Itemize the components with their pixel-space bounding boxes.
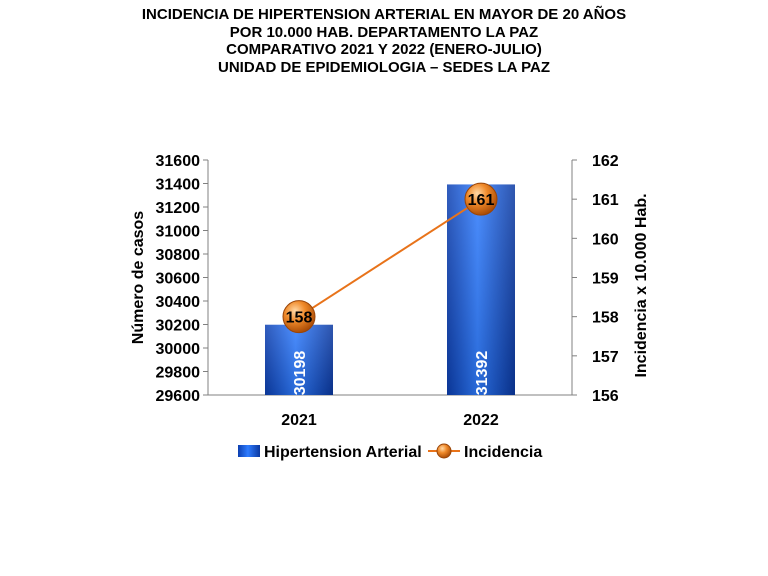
x-tick-label: 2021: [281, 412, 317, 429]
y-tick-label: 29600: [156, 388, 201, 405]
y-tick-label: 31400: [156, 177, 201, 194]
y-tick-label: 31600: [156, 153, 201, 170]
y2-tick-label: 159: [592, 271, 619, 288]
y-tick-label: 31000: [156, 224, 201, 241]
y-tick-label: 30800: [156, 247, 201, 264]
y-tick-label: 29800: [156, 365, 201, 382]
title-line-1: INCIDENCIA DE HIPERTENSION ARTERIAL EN M…: [141, 6, 627, 23]
bar-shade: [265, 324, 333, 395]
y-tick-label: 30400: [156, 294, 201, 311]
y2-axis-title: Incidencia x 10.000 Hab.: [633, 193, 650, 377]
incidence-marker[interactable]: [464, 182, 498, 216]
y-tick-label: 31200: [156, 200, 201, 217]
y-tick-label: 30200: [156, 318, 201, 335]
y2-tick-label: 161: [592, 192, 619, 209]
legend-label-bar: Hipertension Arterial: [264, 444, 422, 461]
title-line-4: UNIDAD DE EPIDEMIOLOGIA – SEDES LA PAZ: [218, 58, 550, 76]
incidence-marker[interactable]: [282, 300, 316, 334]
y2-tick-label: 156: [592, 388, 619, 405]
y-axis-title: Número de casos: [130, 211, 147, 344]
y2-tick-label: 162: [592, 153, 619, 170]
x-tick-label: 2022: [463, 412, 499, 429]
title-line-3: COMPARATIVO 2021 Y 2022 (ENERO-JULIO): [226, 41, 542, 58]
legend-swatch-bar: [238, 445, 260, 457]
bar-value-label: 30198: [292, 351, 309, 396]
bar-shade: [447, 184, 515, 395]
bar-value-label: 31392: [474, 351, 491, 396]
incidence-value-label: 161: [468, 192, 495, 209]
y2-tick-label: 157: [592, 349, 619, 366]
y-tick-label: 30600: [156, 271, 201, 288]
title-line-2: POR 10.000 HAB. DEPARTAMENTO LA PAZ: [229, 23, 539, 41]
y2-tick-label: 158: [592, 310, 619, 327]
legend-marker: [436, 443, 452, 459]
chart-title: INCIDENCIA DE HIPERTENSION ARTERIAL EN M…: [0, 6, 768, 76]
y-tick-label: 30000: [156, 341, 201, 358]
legend-label-line: Incidencia: [464, 444, 542, 461]
incidence-line: [298, 198, 482, 318]
incidence-value-label: 158: [286, 310, 313, 327]
y2-tick-label: 160: [592, 231, 619, 248]
